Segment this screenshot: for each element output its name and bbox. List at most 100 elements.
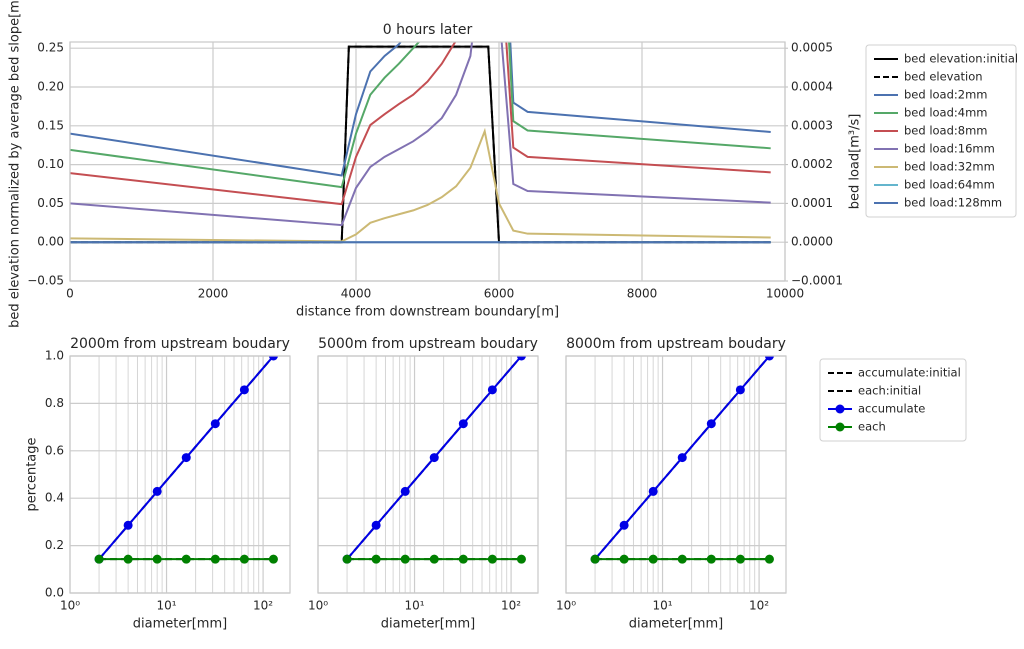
x-tick-label: 10¹ (652, 599, 672, 613)
legend-label: each (858, 420, 886, 434)
y-tick-label: 0.15 (37, 118, 64, 132)
y-tick-label: 0.2 (45, 538, 64, 552)
legend-label: bed load:64mm (904, 178, 995, 192)
legend-label: accumulate (858, 402, 925, 416)
x-tick-label: 10⁰ (556, 599, 576, 613)
series-line (70, 42, 771, 206)
marker (458, 554, 468, 564)
chart-title: 2000m from upstream boudary (70, 336, 290, 352)
y-axis-label: bed elevation normalized by average bed … (8, 0, 23, 328)
y-tick-label: 0.0 (45, 586, 64, 600)
marker (677, 453, 687, 463)
legend-label: bed load:8mm (904, 124, 988, 138)
marker (677, 554, 687, 564)
marker (123, 520, 133, 530)
y-tick-label: 1.0 (45, 349, 64, 363)
legend-label: bed elevation:initial (904, 52, 1018, 66)
marker (516, 356, 526, 361)
marker (764, 356, 774, 361)
y-tick-label: 0.25 (37, 41, 64, 55)
marker (123, 554, 133, 564)
y-tick-label: 0.8 (45, 396, 64, 410)
marker (735, 554, 745, 564)
y2-axis-label: bed load[m³/s] (848, 114, 863, 210)
marker (152, 486, 162, 496)
y2-tick-label: −0.0001 (791, 274, 843, 288)
marker (342, 554, 352, 564)
marker (210, 554, 220, 564)
marker (268, 356, 278, 361)
y-axis-label: percentage (25, 437, 40, 511)
series-line (70, 42, 771, 227)
marker (706, 419, 716, 429)
x-tick-label: 10¹ (404, 599, 424, 613)
series-line (70, 42, 771, 189)
y2-tick-label: 0.0001 (791, 196, 833, 210)
y2-tick-label: 0.0004 (791, 80, 833, 94)
series-line (70, 127, 771, 243)
marker (239, 385, 249, 395)
x-axis-label: diameter[mm] (381, 617, 475, 632)
series-layer (94, 356, 278, 564)
marker (706, 554, 716, 564)
x-tick-label: 2000 (198, 287, 229, 301)
x-tick-label: 10¹ (156, 599, 176, 613)
x-tick-label: 10⁰ (308, 599, 328, 613)
marker (268, 554, 278, 564)
x-tick-label: 10⁰ (60, 599, 80, 613)
x-tick-label: 8000 (627, 287, 658, 301)
marker (458, 419, 468, 429)
axes-frame (69, 355, 291, 594)
x-tick-label: 10² (749, 599, 769, 613)
marker (764, 554, 774, 564)
marker (516, 554, 526, 564)
legend-label: bed load:128mm (904, 196, 1002, 210)
y-tick-label: 0.4 (45, 491, 64, 505)
chart-title: 0 hours later (383, 22, 473, 38)
marker (210, 419, 220, 429)
legend-label: accumulate:initial (858, 366, 961, 380)
y-tick-label: 0.00 (37, 235, 64, 249)
y-tick-label: 0.10 (37, 157, 64, 171)
series-layer (70, 42, 771, 244)
chart-title: 5000m from upstream boudary (318, 336, 538, 352)
x-tick-label: 10² (253, 599, 273, 613)
chart-title: 8000m from upstream boudary (566, 336, 786, 352)
legend-box (819, 358, 967, 442)
legend-box (865, 44, 1017, 218)
x-tick-label: 6000 (484, 287, 515, 301)
y-tick-label: 0.05 (37, 196, 64, 210)
legend-marker (835, 404, 845, 414)
marker (429, 453, 439, 463)
series-layer (590, 356, 774, 564)
marker (619, 554, 629, 564)
marker (429, 554, 439, 564)
legend-label: bed elevation (904, 70, 983, 84)
legend-marker (835, 422, 845, 432)
x-tick-label: 4000 (341, 287, 372, 301)
x-axis-label: diameter[mm] (629, 617, 723, 632)
marker (181, 453, 191, 463)
series-layer (342, 356, 526, 564)
y2-tick-label: 0.0003 (791, 118, 833, 132)
marker (487, 554, 497, 564)
marker (181, 554, 191, 564)
series-line (70, 42, 771, 177)
legend-label: bed load:16mm (904, 142, 995, 156)
marker (152, 554, 162, 564)
marker (371, 520, 381, 530)
y2-tick-label: 0.0005 (791, 41, 833, 55)
y2-tick-label: 0.0000 (791, 235, 833, 249)
axes-frame (317, 355, 539, 594)
marker (590, 554, 600, 564)
axes-frame (565, 355, 787, 594)
marker (94, 554, 104, 564)
marker (400, 554, 410, 564)
plot-area (70, 42, 785, 281)
y-tick-label: 0.6 (45, 443, 64, 457)
legend-label: each:initial (858, 384, 921, 398)
marker (487, 385, 497, 395)
marker (400, 486, 410, 496)
